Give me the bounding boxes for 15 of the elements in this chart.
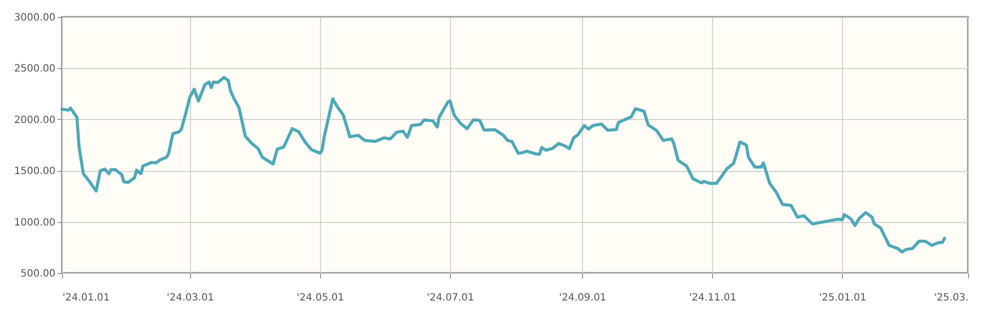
line-series (60, 76, 946, 254)
x-tick-label: '25.01.01 (819, 292, 866, 304)
y-tick-label: 500.00 (20, 268, 56, 280)
x-tick-label: '24.05.01 (296, 292, 344, 304)
x-tick-label: '24.09.01 (559, 292, 606, 304)
x-tick-label: '24.11.01 (689, 292, 736, 304)
y-tick-label: 2000.00 (14, 114, 56, 126)
x-tick-label: '24.03.01 (166, 292, 214, 304)
y-tick-label: 1000.00 (14, 217, 56, 228)
x-tick-label: '25.03. (934, 292, 968, 304)
y-tick-label: 2500.00 (14, 64, 56, 75)
x-tick-label: '24.07.01 (426, 292, 474, 304)
y-tick-label: 3000.00 (14, 12, 56, 24)
x-tick-label: '24.01.01 (62, 292, 110, 304)
y-tick-label: 1500.00 (14, 166, 56, 178)
